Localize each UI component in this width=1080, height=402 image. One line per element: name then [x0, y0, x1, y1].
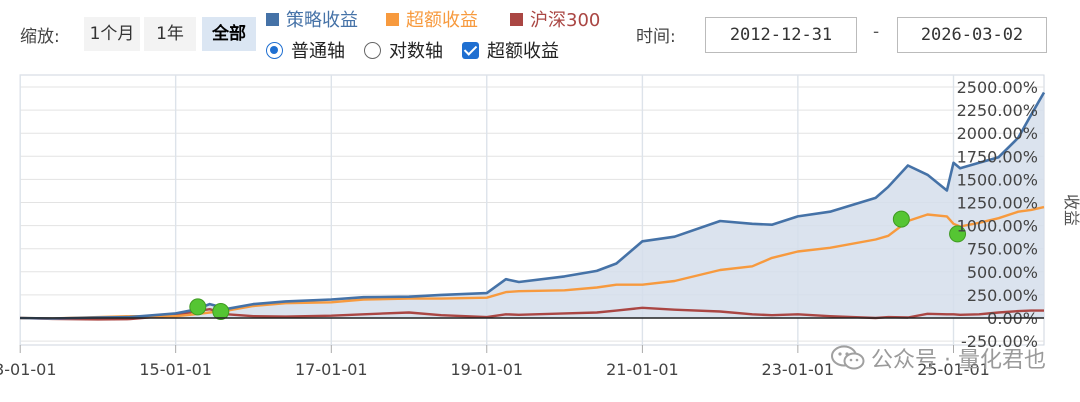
axes: -250.00%0.00%250.00%500.00%750.00%1000.0… — [0, 78, 1080, 379]
zoom-1-year-button[interactable]: 1年 — [144, 17, 196, 51]
x-tick-label: 15-01-01 — [139, 360, 212, 379]
trade-markers — [189, 210, 967, 321]
radio-selected-icon — [266, 41, 283, 59]
y-tick-label: 2500.00% — [957, 78, 1038, 97]
watermark: 公众号 · 量化君也 — [831, 342, 1046, 374]
legend-index[interactable]: 沪深300 — [510, 6, 600, 32]
x-tick-label: 17-01-01 — [295, 360, 368, 379]
strategy-area-fill — [20, 92, 1044, 319]
excess-return-label: 超额收益 — [487, 41, 559, 62]
legend-label-index: 沪深300 — [530, 10, 601, 31]
watermark-text: 公众号 · 量化君也 — [871, 348, 1046, 373]
zoom-1-month-button[interactable]: 1个月 — [84, 17, 140, 51]
x-tick-label: 23-01-01 — [762, 360, 835, 379]
log-axis-label: 对数轴 — [389, 41, 443, 62]
y-tick-label: 2250.00% — [957, 101, 1038, 120]
legend-swatch-strategy — [266, 12, 279, 26]
excess-return-checkbox[interactable]: 超额收益 — [462, 37, 559, 63]
date-from-input[interactable]: 2012-12-31 — [705, 17, 857, 53]
legend-label-excess: 超额收益 — [406, 10, 478, 31]
log-axis-radio[interactable]: 对数轴 — [364, 37, 443, 63]
y-tick-label: 1250.00% — [957, 194, 1038, 213]
normal-axis-radio[interactable]: 普通轴 — [266, 37, 345, 63]
series-layer — [19, 91, 1046, 321]
y-tick-label: 1750.00% — [957, 147, 1038, 166]
x-tick-label: 19-01-01 — [450, 360, 523, 379]
normal-axis-label: 普通轴 — [291, 41, 345, 62]
legend-strategy[interactable]: 策略收益 — [266, 6, 358, 32]
y-tick-label: 2000.00% — [957, 124, 1038, 143]
x-tick-label: 13-01-01 — [0, 360, 57, 379]
wechat-icon — [831, 345, 865, 370]
y-tick-label: 1000.00% — [957, 217, 1038, 236]
legend-swatch-excess — [386, 12, 399, 26]
trade-marker — [212, 303, 230, 321]
y-tick-label: 1500.00% — [957, 170, 1038, 189]
y-axis-title: 收益 — [1062, 194, 1080, 226]
y-tick-label: -250.00% — [961, 332, 1038, 351]
trade-marker — [189, 298, 207, 316]
zoom-all-button[interactable]: 全部 — [202, 17, 256, 51]
y-tick-label: 500.00% — [967, 263, 1038, 282]
trade-marker — [949, 225, 967, 243]
radio-unselected-icon — [364, 41, 381, 59]
trade-marker — [892, 210, 910, 228]
checkbox-checked-icon — [462, 41, 479, 59]
y-tick-label: 250.00% — [967, 286, 1038, 305]
date-to-input[interactable]: 2026-03-02 — [897, 17, 1047, 53]
legend-excess[interactable]: 超额收益 — [386, 6, 478, 32]
x-tick-label: 21-01-01 — [606, 360, 679, 379]
legend-label-strategy: 策略收益 — [286, 10, 358, 31]
y-tick-label: 750.00% — [967, 240, 1038, 259]
legend-swatch-index — [510, 12, 523, 26]
x-tick-label: 25-01-01 — [917, 360, 990, 379]
date-separator: - — [873, 22, 880, 42]
time-label: 时间: — [636, 27, 676, 47]
zoom-label: 缩放: — [20, 27, 60, 47]
